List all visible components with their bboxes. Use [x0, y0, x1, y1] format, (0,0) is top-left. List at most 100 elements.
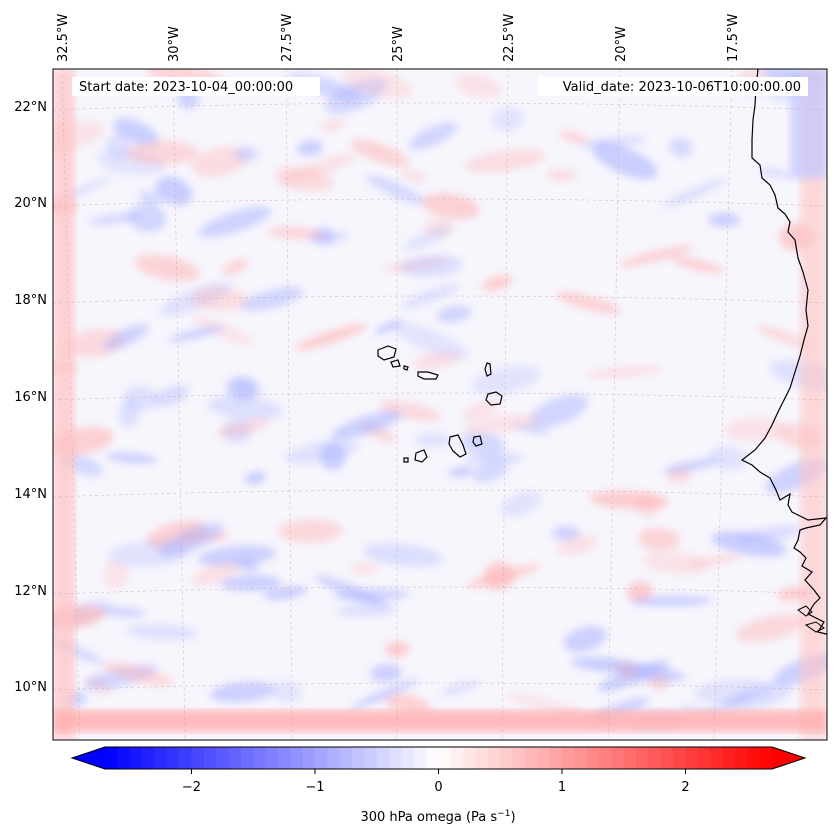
omega-patch-ascent: [244, 471, 266, 485]
omega-patch-descent: [401, 170, 427, 182]
colorbar-cell: [697, 747, 711, 769]
omega-patch-descent: [294, 323, 368, 351]
meridian: [713, 69, 733, 740]
omega-patch-ascent: [210, 681, 276, 703]
omega-patch-ascent: [370, 663, 402, 683]
colorbar-cell: [438, 747, 452, 769]
colorbar-cell: [389, 747, 402, 769]
omega-patch-ascent: [374, 319, 404, 335]
colorbar-cell: [327, 747, 341, 769]
lon-label: 25°W: [391, 26, 406, 62]
island-santa-luzia: [403, 365, 409, 371]
omega-patch-descent: [556, 534, 598, 556]
colorbar-cell: [562, 747, 575, 769]
colorbar-cell: [376, 747, 390, 769]
omega-patch-ascent: [105, 133, 131, 159]
colorbar-cell: [463, 747, 476, 769]
omega-patch-descent: [103, 662, 173, 686]
omega-patch-ascent: [579, 136, 647, 148]
colorbar-cell: [228, 747, 242, 769]
meridian: [285, 69, 293, 740]
colorbar-cell: [142, 747, 155, 769]
lon-label: 30°W: [167, 26, 182, 62]
colorbar-cell: [549, 747, 563, 769]
omega-patch-ascent: [103, 324, 149, 350]
colorbar-cell: [413, 747, 427, 769]
omega-patch-descent: [134, 254, 200, 282]
colorbar-outline: [70, 746, 807, 770]
lat-label: 14°N: [14, 487, 47, 502]
meridian: [607, 69, 621, 740]
start-date-label: Start date: 2023-10-04_00:00:00: [79, 80, 293, 95]
omega-patch-descent: [385, 694, 431, 714]
coast-island-a: [797, 605, 813, 617]
colorbar-cell: [154, 747, 168, 769]
omega-patch-ascent: [350, 679, 420, 709]
omega-patch-descent: [481, 274, 513, 292]
omega-patch-descent: [589, 490, 669, 510]
omega-patch-ascent: [461, 431, 505, 457]
omega-patch-ascent: [113, 118, 159, 146]
omega-patch-ascent: [158, 522, 224, 558]
colorbar-cell: [611, 747, 625, 769]
parallel: [53, 295, 827, 304]
omega-patch-descent: [191, 286, 247, 312]
meridian: [501, 69, 509, 740]
lon-label: 17.5°W: [726, 14, 741, 62]
omega-patch-ascent: [501, 491, 541, 517]
colorbar-cell: [401, 747, 415, 769]
colorbar-cell: [191, 747, 205, 769]
right-boundary-band: [800, 69, 827, 740]
omega-patch-descent: [385, 640, 409, 658]
omega-patch-descent: [378, 400, 442, 422]
meridian: [172, 69, 186, 740]
omega-patch-descent: [102, 561, 130, 589]
omega-patch-ascent: [207, 396, 283, 420]
parallel: [53, 489, 827, 498]
colorbar-cell: [475, 747, 489, 769]
omega-patch-descent: [505, 693, 583, 715]
colorbar-tick-label: −2: [182, 780, 201, 795]
omega-patch-ascent: [363, 543, 443, 567]
lon-label: 20°W: [614, 26, 629, 62]
graticule: [53, 69, 827, 740]
colorbar-cell: [253, 747, 266, 769]
omega-patch-ascent: [263, 586, 307, 600]
omega-patch-ascent: [552, 526, 580, 540]
omega-patch-ascent: [404, 225, 452, 251]
colorbar-cell: [648, 747, 662, 769]
longitude-labels: 32.5°W 30°W 27.5°W 25°W 22.5°W 20°W 17.5°W: [56, 14, 741, 62]
omega-patch-ascent: [100, 606, 146, 618]
omega-patch-ascent: [153, 385, 189, 407]
colorbar-cell: [290, 747, 304, 769]
valid-date-box: [538, 77, 808, 96]
omega-patch-ascent: [237, 558, 259, 572]
colorbar-cell: [512, 747, 526, 769]
lat-label: 12°N: [14, 584, 47, 599]
cape-verde-islands: [377, 345, 503, 463]
colorbar-cell: [265, 747, 279, 769]
omega-patch-descent: [351, 561, 379, 575]
lat-label: 10°N: [14, 680, 47, 695]
colorbar-cell: [500, 747, 514, 769]
omega-patch-ascent: [669, 136, 693, 158]
omega-patch-ascent: [106, 452, 158, 464]
omega-patch-ascent: [198, 206, 272, 238]
colorbar-cell: [734, 747, 748, 769]
omega-patch-ascent: [472, 461, 508, 483]
omega-patch-ascent: [221, 574, 281, 592]
omega-patch-descent: [279, 153, 357, 185]
omega-patch-descent: [343, 69, 413, 99]
colorbar-cell: [574, 747, 588, 769]
omega-patch-ascent: [662, 458, 720, 474]
omega-patch-ascent: [400, 254, 462, 278]
omega-patch-ascent: [758, 168, 792, 178]
omega-patch-ascent: [272, 680, 302, 704]
omega-patch-descent: [638, 527, 680, 551]
colorbar-tick-label: 0: [434, 780, 442, 795]
colorbar-cell: [166, 747, 180, 769]
omega-patch-descent: [191, 562, 241, 586]
omega-patch-ascent: [155, 176, 193, 206]
colorbar-cell: [537, 747, 551, 769]
colorbar-cell: [105, 747, 118, 769]
